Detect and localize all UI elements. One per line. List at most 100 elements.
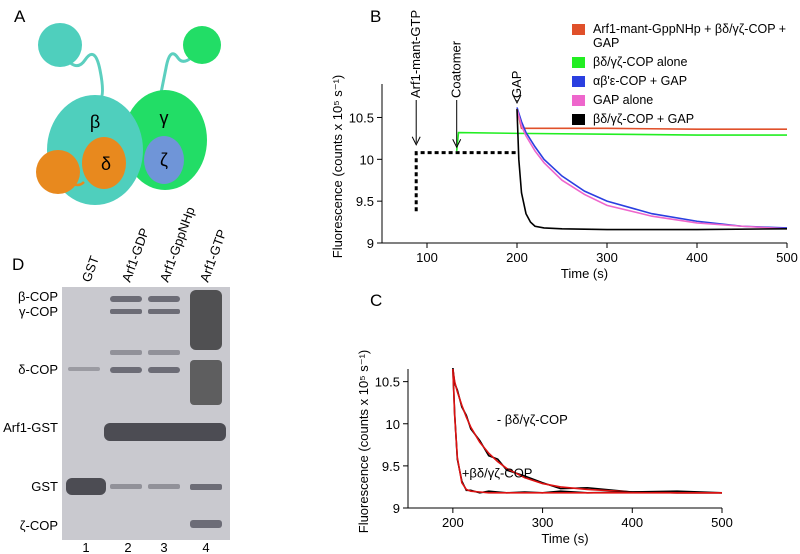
data-line bbox=[452, 368, 722, 494]
x-tick-label: 500 bbox=[711, 515, 733, 530]
annotation: - βδ/γζ-COP bbox=[497, 412, 568, 427]
band bbox=[110, 309, 142, 314]
band bbox=[148, 367, 180, 373]
data-line bbox=[455, 131, 787, 152]
coatomer-diagram: β γ δ ζ bbox=[36, 23, 221, 205]
lane-label: GST bbox=[79, 254, 102, 284]
band bbox=[110, 350, 142, 355]
linker bbox=[58, 49, 104, 102]
band-label: β-COP bbox=[18, 289, 58, 304]
band bbox=[148, 296, 180, 302]
lane-number: 1 bbox=[82, 540, 89, 554]
legend-entry: βδ/γζ-COP alone bbox=[572, 55, 794, 69]
x-tick-label: 200 bbox=[506, 250, 528, 265]
legend-swatch bbox=[572, 95, 585, 106]
band bbox=[190, 520, 222, 528]
appendage bbox=[38, 23, 82, 67]
legend-label: βδ/γζ-COP alone bbox=[593, 55, 688, 69]
band bbox=[110, 296, 142, 302]
y-tick-label: 10.5 bbox=[349, 110, 374, 125]
annotation: Arf1-mant-GTP bbox=[408, 10, 423, 98]
lane-label: Arf1-GppNHp bbox=[157, 205, 198, 284]
x-axis-label: Time (s) bbox=[561, 266, 608, 281]
legend-swatch bbox=[572, 57, 585, 68]
x-tick-label: 300 bbox=[596, 250, 618, 265]
baseline-trace bbox=[414, 151, 517, 212]
legend-swatch bbox=[572, 114, 585, 125]
y-tick-label: 9.5 bbox=[382, 459, 400, 474]
subunit-label: β bbox=[90, 112, 100, 132]
lane-number: 4 bbox=[202, 540, 209, 554]
panel-label: D bbox=[12, 255, 24, 274]
delta-subunit bbox=[82, 137, 126, 189]
y-tick-label: 10 bbox=[386, 417, 400, 432]
y-tick-label: 9.5 bbox=[356, 194, 374, 209]
band bbox=[190, 484, 222, 490]
y-tick-label: 10.5 bbox=[375, 375, 400, 390]
linker bbox=[158, 47, 202, 99]
subunit-label: γ bbox=[160, 108, 169, 128]
subunit-label: δ bbox=[101, 154, 111, 174]
y-tick-label: 9 bbox=[393, 501, 400, 516]
gel: GST Arf1-GDP Arf1-GppNHp Arf1-GTP β-COP … bbox=[3, 205, 230, 554]
band bbox=[190, 290, 222, 350]
data-line bbox=[516, 107, 788, 229]
band bbox=[148, 484, 180, 489]
panel-label: A bbox=[14, 7, 26, 26]
annotation: GAP bbox=[509, 71, 524, 98]
band bbox=[110, 367, 142, 373]
band-label: GST bbox=[31, 479, 58, 494]
band bbox=[68, 367, 100, 371]
legend-label: GAP alone bbox=[593, 93, 654, 107]
legend-entry: Arf1-mant-GppNHp + βδ/γζ-COP + GAP bbox=[572, 22, 794, 50]
legend-entry: βδ/γζ-COP + GAP bbox=[572, 112, 794, 126]
legend-swatch bbox=[572, 24, 585, 35]
data-line bbox=[516, 108, 788, 230]
appendage bbox=[36, 150, 80, 194]
legend-swatch bbox=[572, 76, 585, 87]
legend-label: Arf1-mant-GppNHp + βδ/γζ-COP + GAP bbox=[593, 22, 787, 50]
band bbox=[104, 423, 226, 441]
band bbox=[66, 478, 106, 495]
zeta-subunit bbox=[144, 136, 184, 184]
lane-number: 2 bbox=[124, 540, 131, 554]
annotation: +βδ/γζ-COP bbox=[462, 466, 533, 481]
legend-entry: GAP alone bbox=[572, 93, 794, 107]
data-line bbox=[516, 109, 788, 231]
legend-label: αβ'ε-COP + GAP bbox=[593, 74, 688, 88]
legend-label: βδ/γζ-COP + GAP bbox=[593, 112, 695, 126]
subunit-label: ζ bbox=[160, 150, 168, 170]
lane-label: Arf1-GDP bbox=[119, 226, 152, 284]
y-axis-label: Fluorescence (counts x 10⁵ s⁻¹) bbox=[330, 75, 345, 259]
y-tick-label: 9 bbox=[367, 236, 374, 251]
y-axis-label: Fluorescence (counts x 10⁵ s⁻¹) bbox=[356, 350, 371, 534]
band-label: Arf1-GST bbox=[3, 420, 58, 435]
band-label: δ-COP bbox=[18, 362, 58, 377]
x-tick-label: 100 bbox=[416, 250, 438, 265]
panel-label: B bbox=[370, 7, 381, 26]
band-label: γ-COP bbox=[19, 304, 58, 319]
band bbox=[148, 350, 180, 355]
arrowhead bbox=[411, 136, 421, 146]
arrowhead bbox=[512, 94, 522, 105]
x-tick-label: 400 bbox=[686, 250, 708, 265]
data-line bbox=[452, 368, 722, 494]
lane-label: Arf1-GTP bbox=[197, 227, 230, 284]
appendage bbox=[183, 26, 221, 64]
band bbox=[110, 484, 142, 489]
legend: Arf1-mant-GppNHp + βδ/γζ-COP + GAP βδ/γζ-… bbox=[572, 22, 794, 131]
band-label: ζ-COP bbox=[20, 518, 58, 533]
x-tick-label: 500 bbox=[776, 250, 798, 265]
panel-label: C bbox=[370, 291, 382, 310]
x-axis-label: Time (s) bbox=[541, 531, 588, 546]
annotation: Coatomer bbox=[449, 40, 464, 98]
legend-entry: αβ'ε-COP + GAP bbox=[572, 74, 794, 88]
x-tick-label: 300 bbox=[532, 515, 554, 530]
band bbox=[148, 309, 180, 314]
arrowhead bbox=[452, 139, 462, 149]
x-tick-label: 400 bbox=[621, 515, 643, 530]
band bbox=[190, 360, 222, 405]
lane-number: 3 bbox=[160, 540, 167, 554]
